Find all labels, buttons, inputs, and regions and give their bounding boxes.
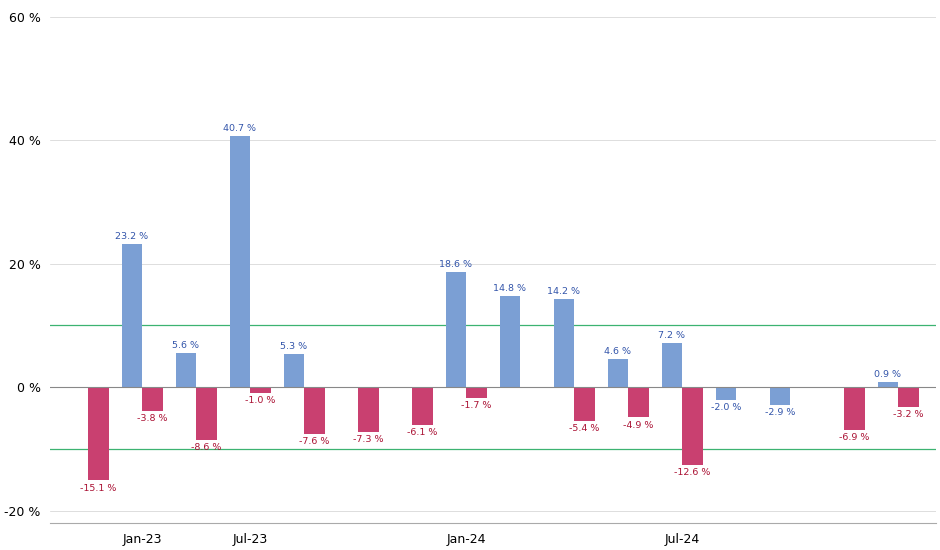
Bar [196, 387, 216, 441]
Text: -5.4 %: -5.4 % [569, 424, 600, 433]
Bar [358, 387, 379, 432]
Bar [121, 244, 142, 387]
Bar [770, 387, 790, 405]
Text: 18.6 %: 18.6 % [439, 260, 472, 269]
Bar [554, 299, 574, 387]
Bar [682, 387, 702, 465]
Text: -4.9 %: -4.9 % [623, 421, 653, 430]
Text: -6.9 %: -6.9 % [839, 433, 870, 442]
Bar [844, 387, 865, 430]
Text: -3.2 %: -3.2 % [893, 410, 923, 419]
Text: 23.2 %: 23.2 % [116, 232, 149, 241]
Text: 5.3 %: 5.3 % [280, 342, 307, 351]
Bar [229, 136, 250, 387]
Text: 0.9 %: 0.9 % [874, 370, 901, 378]
Text: -7.3 %: -7.3 % [353, 436, 384, 444]
Text: -12.6 %: -12.6 % [674, 468, 711, 477]
Text: -7.6 %: -7.6 % [299, 437, 330, 446]
Bar [715, 387, 736, 399]
Text: -1.0 %: -1.0 % [245, 397, 275, 405]
Bar [142, 387, 163, 411]
Text: -15.1 %: -15.1 % [80, 483, 117, 493]
Text: 40.7 %: 40.7 % [224, 124, 257, 133]
Bar [446, 272, 466, 387]
Bar [284, 354, 304, 387]
Text: -3.8 %: -3.8 % [137, 414, 167, 423]
Bar [607, 359, 628, 387]
Text: -2.9 %: -2.9 % [764, 408, 795, 417]
Text: 14.8 %: 14.8 % [494, 284, 526, 293]
Bar [878, 382, 898, 387]
Bar [499, 296, 520, 387]
Text: 7.2 %: 7.2 % [658, 331, 685, 340]
Bar [412, 387, 432, 425]
Bar [466, 387, 487, 398]
Text: -8.6 %: -8.6 % [191, 443, 222, 453]
Bar [574, 387, 595, 421]
Text: 14.2 %: 14.2 % [547, 288, 580, 296]
Text: 4.6 %: 4.6 % [604, 346, 632, 356]
Text: 5.6 %: 5.6 % [172, 340, 199, 349]
Bar [662, 343, 682, 387]
Text: -6.1 %: -6.1 % [407, 428, 437, 437]
Bar [176, 353, 196, 387]
Text: -2.0 %: -2.0 % [711, 403, 741, 411]
Text: -1.7 %: -1.7 % [462, 401, 492, 410]
Bar [304, 387, 324, 434]
Bar [898, 387, 918, 407]
Bar [88, 387, 109, 481]
Bar [250, 387, 271, 393]
Bar [628, 387, 649, 417]
